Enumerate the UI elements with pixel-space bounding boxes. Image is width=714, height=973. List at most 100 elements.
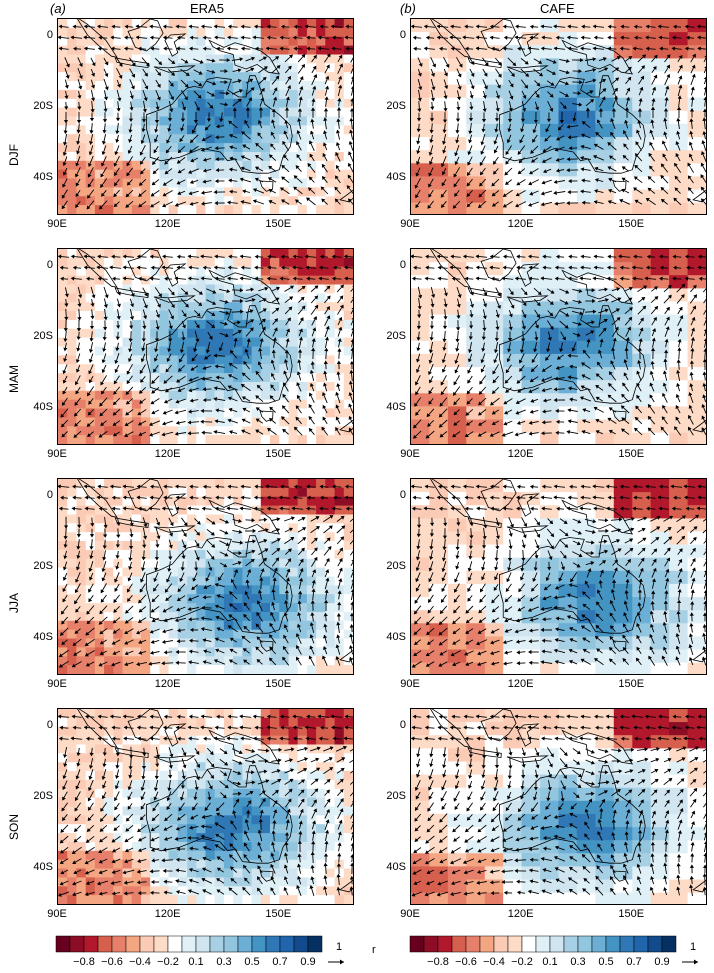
correlation-cell: [123, 594, 133, 604]
correlation-cell: [86, 506, 96, 515]
correlation-cell: [67, 665, 77, 674]
correlation-cell: [307, 639, 317, 649]
correlation-cell: [252, 72, 262, 82]
correlation-cell: [178, 302, 188, 312]
correlation-cell: [224, 108, 234, 118]
correlation-cell: [86, 125, 96, 134]
correlation-cell: [206, 612, 216, 622]
correlation-cell: [298, 125, 308, 134]
correlation-cell: [58, 382, 68, 392]
correlation-cell: [270, 134, 280, 144]
correlation-cell: [132, 577, 142, 587]
correlation-cell: [187, 435, 197, 444]
correlation-cell: [95, 99, 105, 109]
correlation-cell: [215, 585, 225, 595]
correlation-cell: [86, 320, 96, 330]
correlation-cell: [132, 807, 142, 817]
correlation-cell: [76, 311, 86, 321]
correlation-cell: [252, 338, 262, 348]
correlation-cell: [270, 311, 280, 321]
correlation-cell: [344, 72, 353, 82]
correlation-cell: [76, 258, 86, 268]
correlation-cell: [67, 302, 77, 312]
correlation-cell: [86, 541, 96, 551]
correlation-cell: [215, 179, 225, 189]
correlation-cell: [307, 577, 317, 587]
correlation-cell: [298, 258, 308, 268]
correlation-cell: [279, 46, 289, 56]
correlation-cell: [215, 161, 225, 171]
correlation-cell: [242, 736, 252, 746]
correlation-cell: [67, 81, 77, 91]
correlation-cell: [224, 205, 234, 214]
correlation-cell: [76, 656, 86, 666]
correlation-cell: [307, 417, 317, 427]
correlation-cell: [289, 603, 299, 613]
correlation-cell: [95, 798, 105, 808]
correlation-cell: [159, 81, 169, 91]
correlation-cell: [159, 789, 169, 799]
correlation-cell: [132, 311, 142, 321]
correlation-cell: [298, 338, 308, 348]
correlation-cell: [298, 205, 308, 214]
correlation-cell: [307, 99, 317, 109]
correlation-cell: [187, 541, 197, 551]
correlation-cell: [289, 391, 299, 401]
correlation-cell: [325, 647, 335, 657]
correlation-cell: [316, 347, 326, 357]
correlation-cell: [58, 656, 68, 666]
correlation-cell: [289, 612, 299, 622]
correlation-cell: [76, 515, 86, 525]
correlation-cell: [104, 665, 114, 674]
correlation-cell: [206, 753, 216, 763]
correlation-cell: [187, 577, 197, 587]
correlation-cell: [141, 320, 151, 330]
correlation-cell: [104, 329, 114, 339]
correlation-cell: [67, 771, 77, 781]
correlation-cell: [261, 736, 271, 746]
correlation-cell: [242, 276, 252, 286]
correlation-cell: [289, 205, 299, 214]
correlation-cell: [196, 117, 206, 127]
correlation-cell: [76, 276, 86, 286]
correlation-cell: [215, 55, 225, 65]
correlation-cell: [169, 532, 179, 542]
correlation-cell: [132, 81, 142, 91]
correlation-cell: [206, 594, 216, 604]
correlation-cell: [325, 391, 335, 401]
correlation-cell: [159, 869, 169, 879]
correlation-cell: [67, 780, 77, 790]
correlation-cell: [206, 134, 216, 144]
correlation-cell: [206, 152, 216, 162]
correlation-cell: [159, 72, 169, 82]
correlation-cell: [104, 745, 114, 755]
correlation-cell: [252, 603, 262, 613]
correlation-cell: [113, 665, 123, 674]
correlation-cell: [67, 329, 77, 339]
correlation-cell: [316, 311, 326, 321]
correlation-cell: [206, 639, 216, 649]
correlation-cell: [67, 117, 77, 127]
correlation-cell: [270, 117, 280, 127]
correlation-cell: [261, 276, 271, 286]
correlation-cell: [233, 409, 243, 419]
correlation-cell: [76, 639, 86, 649]
correlation-cell: [261, 417, 271, 427]
correlation-cell: [196, 789, 206, 799]
correlation-cell: [316, 409, 326, 419]
correlation-cell: [325, 143, 335, 153]
correlation-cell: [233, 585, 243, 595]
correlation-cell: [279, 585, 289, 595]
correlation-cell: [242, 338, 252, 348]
correlation-cell: [270, 355, 280, 365]
correlation-cell: [224, 196, 234, 206]
correlation-cell: [104, 895, 114, 904]
correlation-cell: [196, 718, 206, 728]
correlation-cell: [132, 435, 142, 444]
correlation-cell: [316, 435, 326, 444]
correlation-cell: [104, 28, 114, 38]
correlation-cell: [104, 771, 114, 781]
correlation-cell: [104, 630, 114, 640]
correlation-cell: [233, 205, 243, 214]
correlation-cell: [242, 665, 252, 674]
